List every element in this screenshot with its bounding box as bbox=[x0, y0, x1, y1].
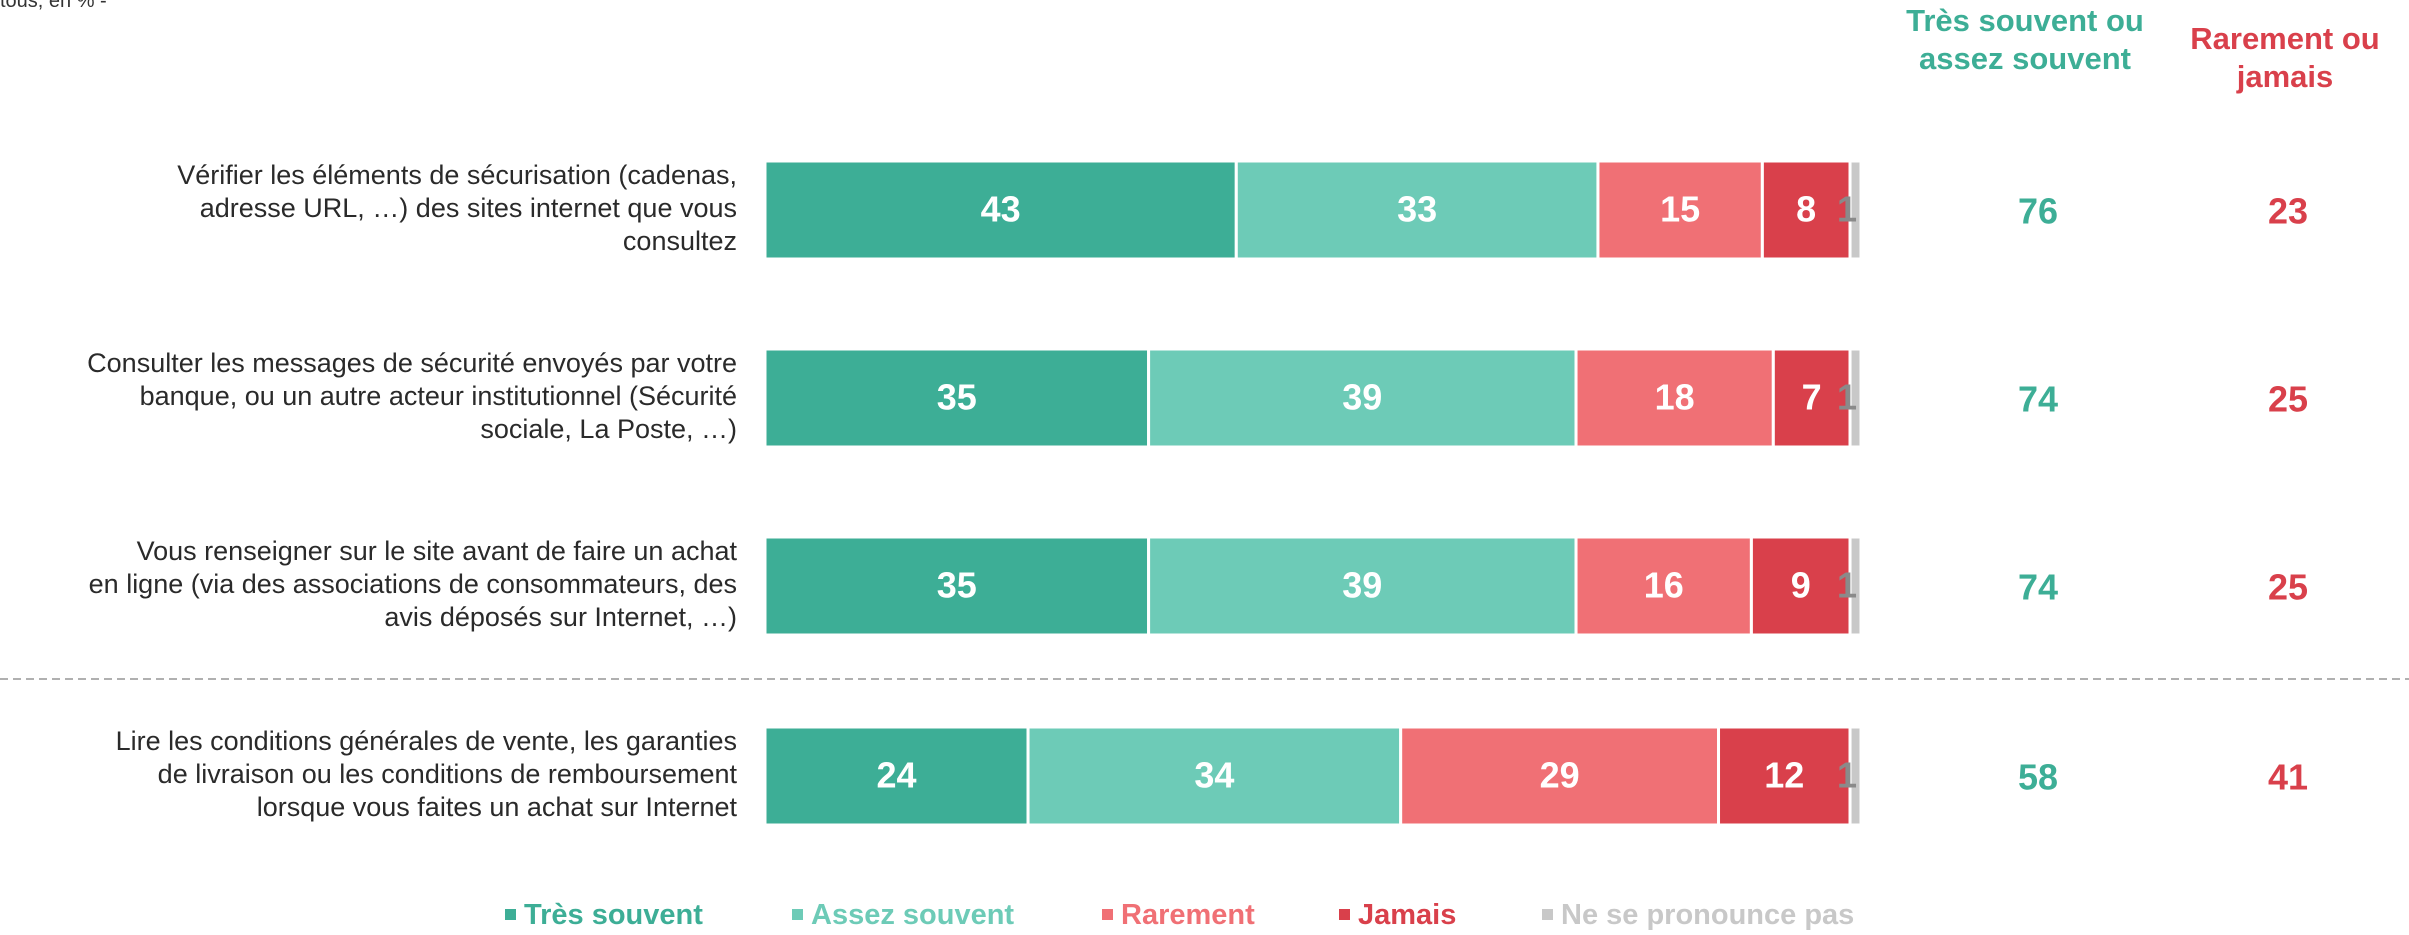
legend-swatch bbox=[1102, 909, 1113, 920]
category-label: adresse URL, …) des sites internet que v… bbox=[200, 193, 737, 223]
bar-value-label: 34 bbox=[1194, 755, 1234, 796]
category-label: lorsque vous faites un achat sur Interne… bbox=[257, 792, 738, 822]
bar-value-label: 15 bbox=[1660, 189, 1700, 230]
legend-item: Ne se pronounce pas bbox=[1542, 899, 1854, 932]
bar-segment bbox=[1848, 347, 1863, 449]
chart-note: tous, en % - bbox=[0, 0, 107, 12]
bar-value-label: 24 bbox=[876, 755, 916, 796]
bar-value-label: 7 bbox=[1802, 377, 1822, 418]
legend-label: Assez souvent bbox=[811, 899, 1015, 931]
legend-label: Rarement bbox=[1121, 899, 1255, 931]
bar-value-label: 9 bbox=[1791, 565, 1811, 606]
negative-total-value: 25 bbox=[2268, 379, 2308, 420]
nsp-value-label: 1 bbox=[1837, 189, 1857, 230]
category-label: de livraison ou les conditions de rembou… bbox=[158, 759, 738, 789]
nsp-value-label: 1 bbox=[1837, 755, 1857, 796]
bar-value-label: 16 bbox=[1644, 565, 1684, 606]
bar-value-label: 39 bbox=[1342, 377, 1382, 418]
negative-total-value: 41 bbox=[2268, 757, 2308, 798]
legend-swatch bbox=[1339, 909, 1350, 920]
category-label: avis déposés sur Internet, …) bbox=[384, 602, 737, 632]
bar-segment bbox=[1848, 725, 1863, 827]
positive-total-value: 58 bbox=[2018, 757, 2058, 798]
legend-item: Rarement bbox=[1102, 899, 1255, 932]
category-label: consultez bbox=[623, 226, 737, 256]
bar-segment bbox=[763, 535, 1151, 637]
category-label: en ligne (via des associations de consom… bbox=[89, 569, 737, 599]
bar-segment bbox=[1848, 159, 1863, 261]
nsp-value-label: 1 bbox=[1837, 377, 1857, 418]
bar-value-label: 8 bbox=[1796, 189, 1816, 230]
stacked-bar-chart: Vérifier les éléments de sécurisation (c… bbox=[0, 159, 2409, 827]
bar-value-label: 39 bbox=[1342, 565, 1382, 606]
legend-label: Très souvent bbox=[524, 899, 703, 931]
positive-total-header: Très souvent ou assez souvent bbox=[1906, 3, 2144, 76]
legend-swatch bbox=[505, 909, 516, 920]
negative-total-value: 23 bbox=[2268, 191, 2308, 232]
bar-segment bbox=[1399, 725, 1721, 827]
bar-value-label: 43 bbox=[981, 189, 1021, 230]
bar-value-label: 12 bbox=[1764, 755, 1804, 796]
bar-value-label: 18 bbox=[1655, 377, 1695, 418]
legend-swatch bbox=[1542, 909, 1553, 920]
bar-segment bbox=[1848, 535, 1863, 637]
legend-swatch bbox=[792, 909, 803, 920]
bar-segment bbox=[1147, 535, 1578, 637]
nsp-value-label: 1 bbox=[1837, 565, 1857, 606]
bar-value-label: 29 bbox=[1540, 755, 1580, 796]
negative-total-header: Rarement ou jamais bbox=[2190, 21, 2380, 94]
positive-total-value: 74 bbox=[2018, 379, 2058, 420]
legend-item: Très souvent bbox=[505, 899, 703, 932]
legend-label: Jamais bbox=[1358, 899, 1457, 931]
positive-total-value: 76 bbox=[2018, 191, 2058, 232]
bar-value-label: 35 bbox=[937, 377, 977, 418]
category-label: Vérifier les éléments de sécurisation (c… bbox=[177, 160, 737, 190]
category-label: Consulter les messages de sécurité envoy… bbox=[87, 348, 737, 378]
category-label: Lire les conditions générales de vente, … bbox=[116, 726, 737, 756]
bar-segment bbox=[1026, 725, 1403, 827]
positive-total-value: 74 bbox=[2018, 567, 2058, 608]
bar-segment bbox=[1749, 535, 1852, 637]
legend-label: Ne se pronounce pas bbox=[1561, 899, 1855, 931]
bar-segment bbox=[1574, 347, 1775, 449]
negative-total-value: 25 bbox=[2268, 567, 2308, 608]
category-label: sociale, La Poste, …) bbox=[480, 414, 737, 444]
category-label: banque, ou un autre acteur institutionne… bbox=[140, 381, 737, 411]
bar-value-label: 35 bbox=[937, 565, 977, 606]
legend-item: Assez souvent bbox=[792, 899, 1014, 932]
bar-value-label: 33 bbox=[1397, 189, 1437, 230]
category-label: Vous renseigner sur le site avant de fai… bbox=[137, 536, 738, 566]
legend-item: Jamais bbox=[1339, 899, 1456, 932]
